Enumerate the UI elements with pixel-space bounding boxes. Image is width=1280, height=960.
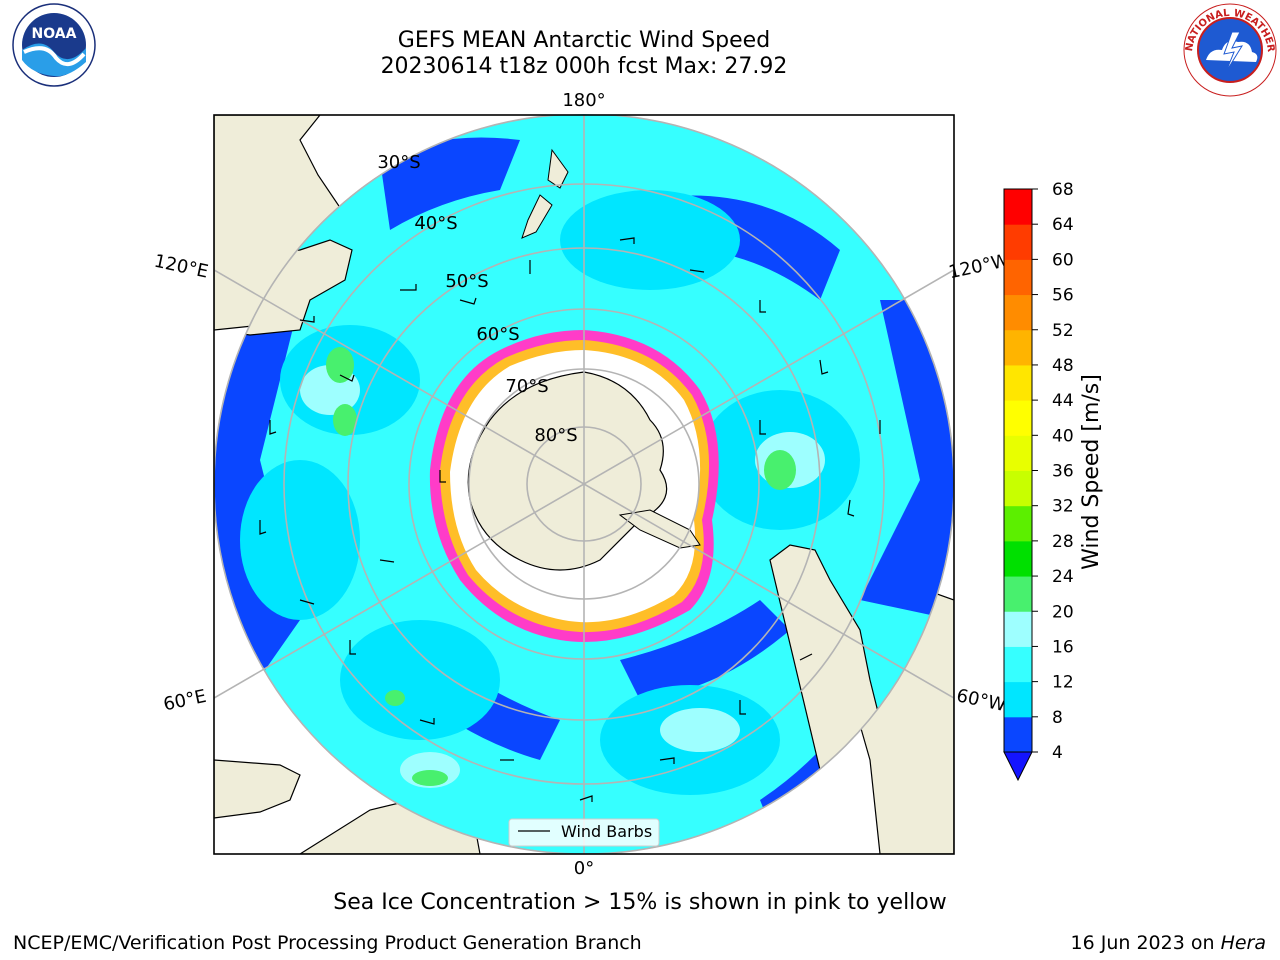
footer-host: Hera [1220, 932, 1266, 954]
lat-label-50s: 50°S [445, 271, 488, 292]
map-legend: Wind Barbs [508, 818, 660, 847]
lat-label-70s: 70°S [505, 376, 548, 397]
colorbar-tick-label: 52 [1052, 321, 1074, 341]
colorbar-segment [1004, 681, 1032, 718]
colorbar-segment [1004, 540, 1032, 577]
colorbar-tick-label: 64 [1052, 215, 1074, 235]
lon-label-120w: 120°W [947, 250, 1011, 283]
lat-label-30s: 30°S [377, 152, 420, 173]
colorbar-segment [1004, 646, 1032, 683]
colorbar-segment [1004, 294, 1032, 331]
legend-label: Wind Barbs [561, 822, 652, 841]
colorbar-segment [1004, 189, 1032, 225]
colorbar-tick-label: 20 [1052, 602, 1074, 622]
colorbar-tick-label: 24 [1052, 567, 1074, 587]
colorbar-segment [1004, 576, 1032, 612]
colorbar-segment [1004, 224, 1032, 260]
colorbar-tick-label: 48 [1052, 356, 1074, 376]
colorbar-segment [1004, 716, 1032, 753]
colorbar-tick-label: 44 [1052, 391, 1074, 411]
colorbar-segment [1004, 505, 1032, 542]
lon-label-120e: 120°E [152, 251, 210, 283]
colorbar-tick-label: 28 [1052, 532, 1074, 552]
colorbar-label: Wind Speed [m/s] [1079, 374, 1104, 570]
lon-label-60w: 60°W [955, 685, 1008, 716]
footer-date: 16 Jun 2023 on [1070, 932, 1221, 954]
lat-label-80s: 80°S [534, 425, 577, 446]
colorbar-segment [1004, 364, 1032, 401]
colorbar-tick-label: 4 [1052, 743, 1063, 763]
sea-ice-note: Sea Ice Concentration > 15% is shown in … [333, 890, 947, 915]
map-frame [213, 114, 955, 855]
chart-subtitle: 20230614 t18z 000h fcst Max: 27.92 [380, 54, 788, 79]
chart-title: GEFS MEAN Antarctic Wind Speed [397, 28, 771, 53]
wind-barbs [259, 237, 881, 802]
noaa-logo-text: NOAA [32, 26, 77, 42]
colorbar-tick-label: 12 [1052, 673, 1074, 693]
nws-logo: NATIONAL WEATHER SERVICE [1180, 2, 1277, 97]
lat-label-40s: 40°S [414, 213, 457, 234]
colorbar-segment [1004, 329, 1032, 366]
colorbar-extension-arrow [1003, 751, 1033, 782]
lon-label-60e: 60°E [162, 686, 209, 716]
noaa-logo: NOAA [12, 3, 96, 87]
colorbar-tick-label: 40 [1052, 426, 1074, 446]
footer-timestamp: 16 Jun 2023 on Hera [1071, 932, 1266, 954]
colorbar-tick-label: 8 [1052, 708, 1063, 728]
lon-label-0: 0° [574, 858, 594, 879]
colorbar-tick-label: 16 [1052, 637, 1074, 657]
colorbar-tick-label: 56 [1052, 286, 1074, 306]
colorbar-segment [1004, 611, 1032, 647]
footer-organization: NCEP/EMC/Verification Post Processing Pr… [13, 932, 642, 954]
colorbar-segment [1004, 470, 1032, 507]
colorbar-tick-label: 32 [1052, 497, 1074, 517]
graticule [214, 115, 954, 854]
lat-label-60s: 60°S [476, 324, 519, 345]
colorbar-tick-label: 68 [1052, 180, 1074, 200]
colorbar-segment [1004, 400, 1032, 436]
colorbar-segment [1004, 435, 1032, 471]
colorbar-tick-label: 36 [1052, 462, 1074, 482]
colorbar-segment [1004, 259, 1032, 296]
lon-label-180: 180° [562, 90, 605, 111]
colorbar-tick-label: 60 [1052, 250, 1074, 270]
